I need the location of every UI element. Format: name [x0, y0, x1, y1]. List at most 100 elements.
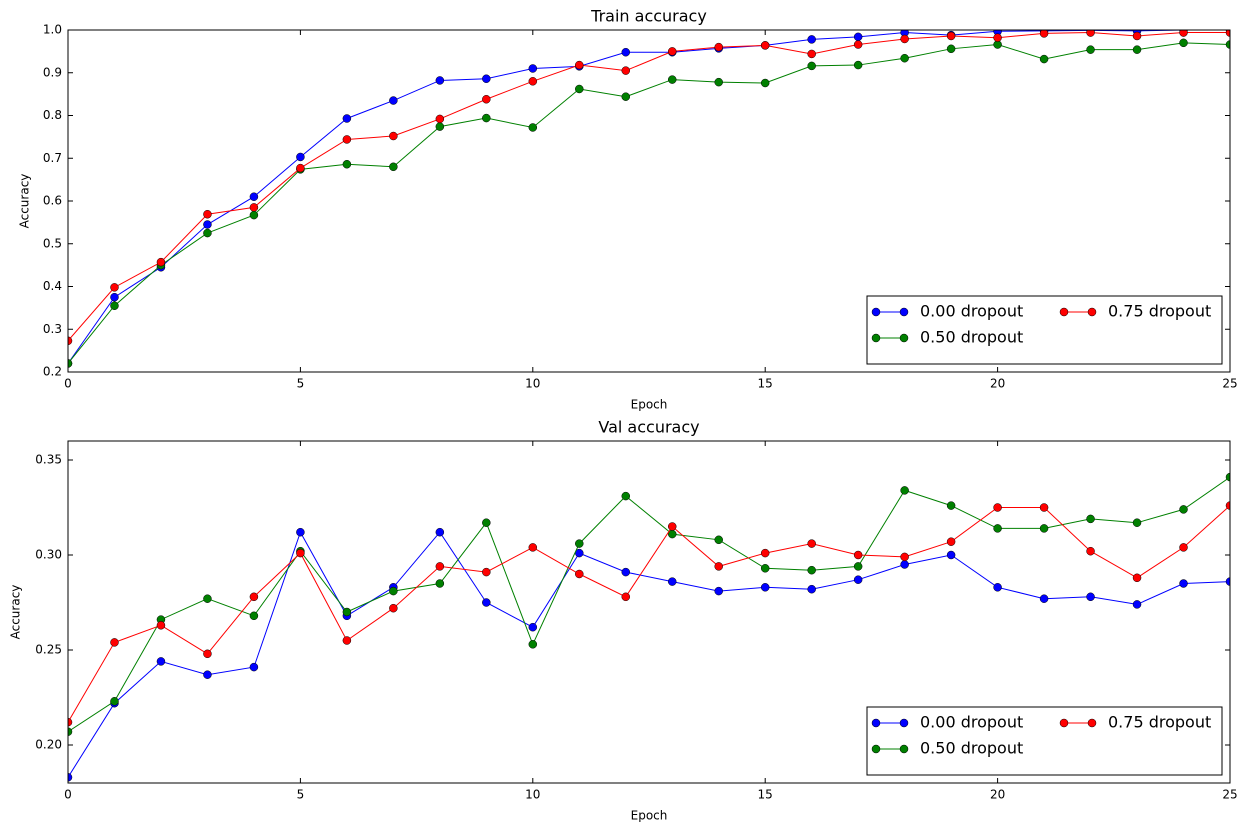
- data-point: [667, 577, 677, 586]
- data-point: [1086, 514, 1095, 524]
- data-point: [667, 522, 677, 531]
- data-point: [156, 657, 166, 666]
- y-tick-label: 0.20: [35, 738, 62, 752]
- plot: Train accuracy Epoch Accuracy 0 5 10 15 20 25 0.2…: [18, 7, 1238, 412]
- data-point: [853, 562, 863, 571]
- data-point: [714, 77, 723, 87]
- data-point: [68, 717, 73, 727]
- y-tick-label: 0.3: [43, 322, 62, 336]
- legend-marker: [871, 333, 881, 343]
- data-point: [296, 548, 305, 558]
- data-point: [203, 670, 212, 679]
- y-axis-label: Accuracy: [9, 585, 23, 640]
- data-point: [946, 550, 956, 560]
- data-point: [714, 586, 723, 596]
- legend-marker: [899, 307, 909, 317]
- x-axis-label: Epoch: [631, 398, 668, 412]
- legend-label: 0.50 dropout: [920, 328, 1023, 347]
- x-axis-label: Epoch: [631, 809, 668, 823]
- y-tick-label: 0.30: [35, 548, 62, 562]
- data-point: [435, 114, 445, 124]
- data-point: [575, 539, 584, 548]
- y-tick-label: 0.35: [35, 453, 62, 467]
- y-tick-label: 0.7: [43, 151, 62, 165]
- data-point: [389, 603, 398, 613]
- data-point: [621, 92, 631, 101]
- data-point: [1225, 40, 1230, 49]
- legend-label: 0.75 dropout: [1108, 713, 1211, 732]
- data-point: [389, 131, 398, 141]
- data-point: [1179, 543, 1188, 552]
- data-point: [1179, 579, 1188, 588]
- data-point: [249, 611, 259, 621]
- data-point: [110, 697, 119, 706]
- data-point: [1225, 472, 1230, 482]
- x-tick-label: 20: [990, 788, 1005, 802]
- series-line: [68, 42, 1230, 364]
- data-point: [1039, 30, 1049, 38]
- data-point: [714, 42, 723, 52]
- data-point: [667, 47, 677, 56]
- data-point: [900, 560, 909, 569]
- data-point: [807, 584, 816, 594]
- chart-title: Train accuracy: [590, 7, 707, 26]
- data-point: [389, 586, 398, 596]
- series-line: [68, 505, 1230, 723]
- data-point: [203, 649, 212, 659]
- x-tick-label: 15: [758, 377, 773, 391]
- data-point: [621, 592, 631, 602]
- data-point: [900, 53, 909, 63]
- data-point: [714, 562, 723, 571]
- y-tick-label: 0.4: [43, 279, 62, 293]
- data-point: [68, 773, 73, 782]
- data-point: [482, 113, 491, 123]
- legend-marker: [899, 718, 909, 728]
- data-point: [1132, 45, 1142, 54]
- data-point: [575, 60, 584, 70]
- data-point: [1179, 30, 1188, 37]
- data-point: [575, 569, 584, 579]
- data-point: [203, 220, 212, 229]
- x-tick-label: 5: [297, 377, 305, 391]
- data-point: [110, 301, 119, 310]
- data-point: [342, 114, 352, 123]
- data-point: [1132, 573, 1142, 583]
- data-point: [807, 565, 816, 575]
- data-point: [389, 96, 398, 105]
- data-point: [993, 524, 1002, 533]
- data-point: [435, 579, 445, 588]
- data-point: [993, 33, 1002, 42]
- data-point: [528, 123, 538, 132]
- data-point: [1225, 30, 1230, 37]
- data-point: [1039, 503, 1049, 512]
- data-point: [667, 75, 677, 84]
- legend: 0.00 dropout 0.50 dropout 0.75 dropout: [866, 295, 1223, 365]
- data-point: [156, 621, 166, 630]
- data-point: [900, 486, 909, 495]
- data-point: [482, 95, 491, 104]
- axes-frame: [67, 29, 1231, 373]
- data-point: [203, 594, 212, 603]
- legend-marker: [871, 744, 881, 754]
- data-point: [1225, 577, 1230, 586]
- axes-frame: [67, 440, 1231, 784]
- y-tick-label: 1.0: [43, 23, 62, 37]
- legend-marker: [1087, 307, 1097, 317]
- data-point: [1086, 30, 1095, 37]
- data-point: [993, 503, 1002, 512]
- y-tick-label: 0.6: [43, 194, 62, 208]
- series-line: [68, 530, 1230, 778]
- data-point: [482, 518, 491, 527]
- data-point: [528, 640, 538, 649]
- data-point: [853, 575, 863, 584]
- x-tick-label: 25: [1222, 788, 1237, 802]
- data-point: [435, 122, 445, 131]
- data-point: [900, 34, 909, 44]
- data-point: [389, 162, 398, 172]
- data-point: [342, 607, 352, 617]
- data-point: [807, 61, 816, 71]
- data-point: [528, 543, 538, 552]
- data-point: [203, 210, 212, 219]
- data-point: [249, 203, 259, 212]
- y-tick-label: 0.9: [43, 65, 62, 79]
